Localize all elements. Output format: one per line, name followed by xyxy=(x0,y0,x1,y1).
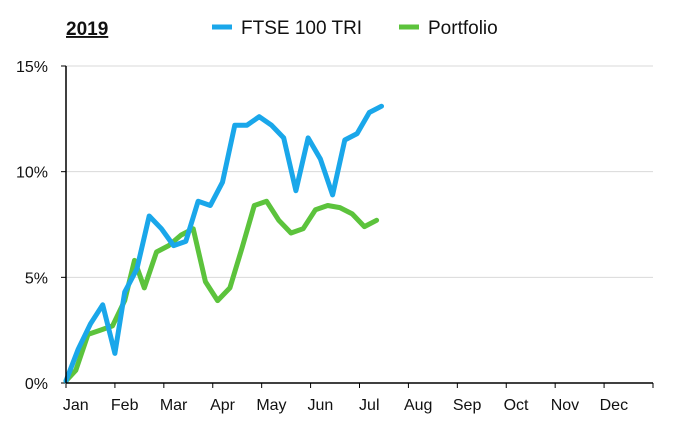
x-tick-label: May xyxy=(256,397,286,414)
gridlines xyxy=(66,65,653,278)
x-tick-label: Aug xyxy=(404,397,432,414)
x-tick-label: Feb xyxy=(111,397,139,414)
x-tick-label: Dec xyxy=(600,397,628,414)
x-tick-label: Nov xyxy=(551,397,579,414)
y-tick-label: 10% xyxy=(16,165,48,182)
series-line-portfolio xyxy=(63,198,380,384)
legend-label-ftse: FTSE 100 TRI xyxy=(241,18,362,39)
y-tick-label: 5% xyxy=(25,270,48,287)
x-tick-label: Mar xyxy=(160,397,188,414)
axes xyxy=(65,66,653,384)
x-tick-label: Sep xyxy=(453,397,482,414)
legend-label-portfolio: Portfolio xyxy=(428,18,498,39)
legend: FTSE 100 TRI Portfolio xyxy=(212,18,498,39)
chart-title: 2019 xyxy=(66,19,108,40)
x-tick-label: Jul xyxy=(359,397,379,414)
x-axis-ticks: Jan Feb Mar Apr May Jun Jul Aug Sep Oct Nov Dec xyxy=(63,383,654,414)
x-tick-label: Jun xyxy=(307,397,333,414)
y-tick-label: 15% xyxy=(16,59,48,76)
x-tick-label: Jan xyxy=(63,397,89,414)
y-tick-label: 0% xyxy=(25,376,48,393)
series-line-ftse-100-tri xyxy=(63,103,384,384)
x-tick-label: Apr xyxy=(210,397,236,414)
y-axis-ticks: 0% 5% 10% 15% xyxy=(16,59,66,393)
x-tick-label: Oct xyxy=(504,397,529,414)
series-group xyxy=(63,103,384,384)
